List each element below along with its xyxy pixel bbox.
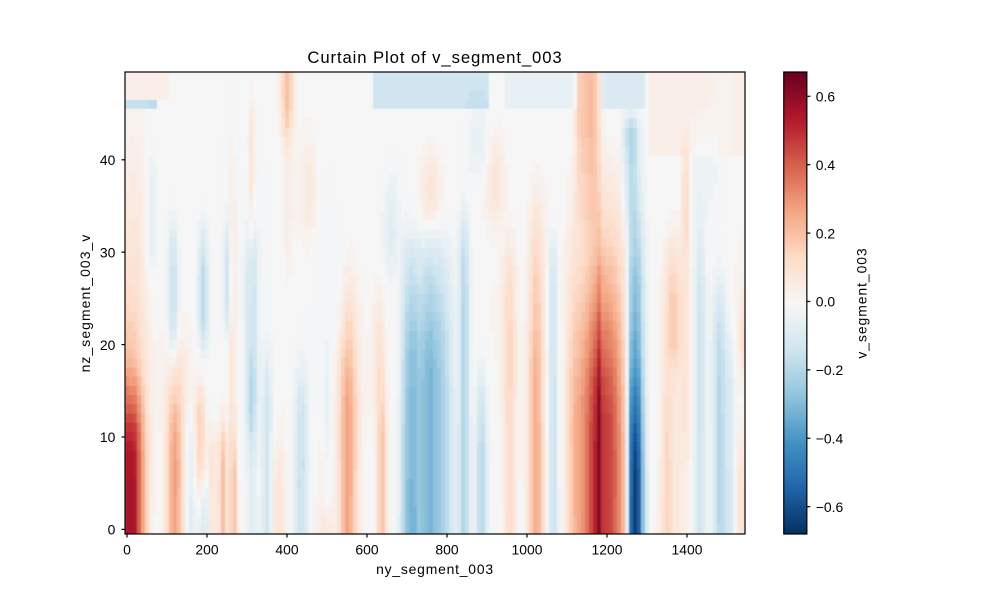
svg-text:0.4: 0.4 (816, 157, 836, 173)
svg-text:ny_segment_003: ny_segment_003 (376, 561, 494, 577)
svg-text:−0.6: −0.6 (816, 499, 844, 515)
svg-text:400: 400 (275, 542, 298, 558)
svg-text:10: 10 (100, 429, 116, 445)
svg-text:−0.4: −0.4 (816, 430, 844, 446)
svg-text:800: 800 (435, 542, 458, 558)
svg-text:20: 20 (100, 337, 116, 353)
svg-text:600: 600 (355, 542, 378, 558)
svg-text:1000: 1000 (512, 542, 543, 558)
svg-text:−0.2: −0.2 (816, 362, 844, 378)
svg-text:v_segment_003: v_segment_003 (854, 247, 870, 358)
svg-text:1200: 1200 (592, 542, 623, 558)
svg-text:Curtain Plot of v_segment_003: Curtain Plot of v_segment_003 (307, 48, 562, 67)
svg-text:0: 0 (123, 542, 131, 558)
svg-text:1400: 1400 (672, 542, 703, 558)
svg-text:0: 0 (108, 522, 116, 538)
svg-text:40: 40 (100, 152, 116, 168)
svg-text:0.6: 0.6 (816, 88, 836, 104)
svg-text:30: 30 (100, 244, 116, 260)
svg-text:0.0: 0.0 (816, 294, 836, 310)
svg-text:200: 200 (195, 542, 218, 558)
svg-text:nz_segment_003_v: nz_segment_003_v (77, 234, 93, 373)
svg-text:0.2: 0.2 (816, 225, 836, 241)
